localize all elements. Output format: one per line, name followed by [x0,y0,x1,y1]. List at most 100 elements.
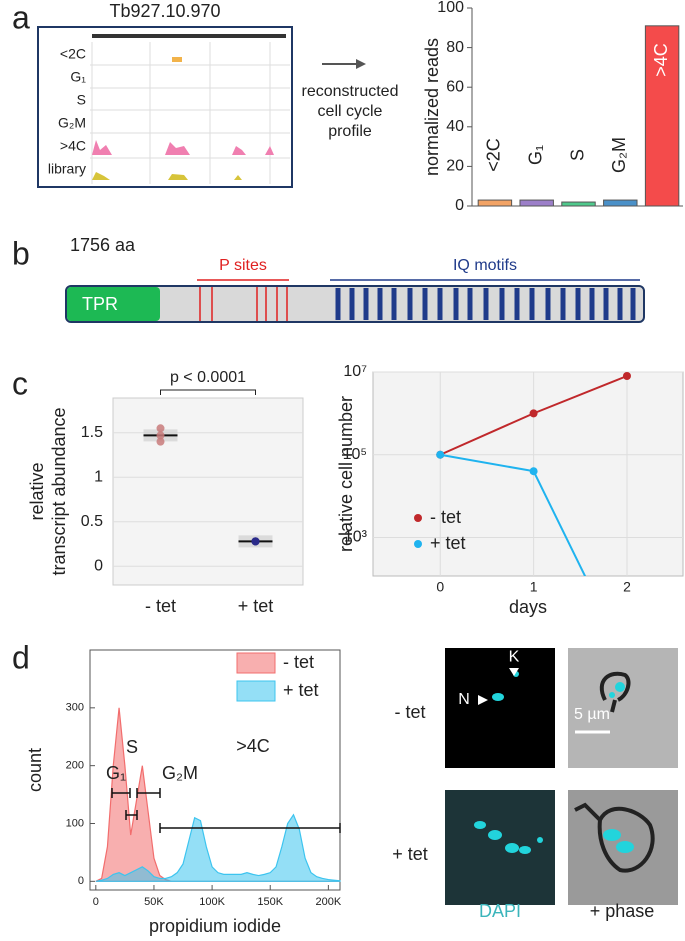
bracket [111,788,131,798]
dot [156,431,165,440]
legend-swatch [236,680,276,702]
scale-text: 5 µm [574,706,610,723]
dot [251,537,260,546]
y-tick-label: 1 [94,468,103,485]
legend-label: - tet [430,507,461,527]
plot-area [436,372,631,576]
nuclei [474,671,634,854]
point [436,450,445,459]
y-tick-label: 10³ [344,529,368,546]
panel-label: c [12,365,28,401]
x-tick-label: 50K [144,896,164,908]
y-tick-label: 20 [446,158,464,175]
marker: N [458,691,470,708]
x-axis-label: propidium iodide [149,916,281,936]
bar [561,201,596,207]
x-tick-label: - tet [145,596,176,616]
panel-label: b [12,235,30,271]
image-dapi [445,648,555,768]
y-tick-label: 100 [66,817,84,829]
x-axis-label: days [509,597,547,617]
x-tick-label: 0 [436,579,444,595]
gene-model [92,34,286,38]
track-signal [92,140,274,155]
y-tick-label: 0 [78,875,84,887]
col-label: + phase [590,901,655,921]
x-tick-label: 100K [199,896,225,908]
image-dapi [445,790,555,905]
arrow-text: cell cycle [318,103,383,120]
category-label: G₂M [609,137,629,173]
y-tick-label: 200 [66,760,84,772]
x-tick-label: 200K [316,896,342,908]
track-label: G₁ [70,69,86,85]
x-tick-label: 150K [257,896,283,908]
bracket [136,788,161,798]
x-tick-label: 1 [530,579,538,595]
cell-outline [574,802,655,873]
image-phase [568,648,678,768]
col-label: DAPI [479,901,521,921]
panel-label: a [12,0,30,35]
point [529,467,538,476]
y-tick-label: 40 [446,118,464,135]
dot [156,437,165,446]
y-axis-label: normalized reads [422,38,442,176]
category-label: G₁ [525,145,545,165]
browser-title: Tb927.10.970 [109,1,220,21]
y-axis-label: relative [27,462,47,520]
domain-box [67,287,160,321]
arrow-text: reconstructed [302,83,399,100]
x-tick-label: 0 [93,896,99,908]
point [529,409,538,418]
dot [156,424,165,433]
marker: K [509,648,520,665]
track-label: S [77,92,86,108]
legend-swatch [236,652,276,674]
region-label: IQ motifs [453,257,517,274]
bracket [125,810,138,820]
y-tick-label: 0 [94,558,103,575]
annotation: >4C [236,736,270,756]
p-sites [199,287,288,321]
legend-label: + tet [430,533,466,553]
row-label: + tet [392,844,428,864]
legend-label: - tet [283,652,314,672]
bar [603,199,638,207]
annotation: G₁ [106,763,126,783]
legend-label: + tet [283,680,319,700]
y-tick-label: 0.5 [81,513,103,530]
plot-frame [89,649,341,891]
y-axis-label: relative cell number [336,396,356,552]
bar [477,199,513,207]
annotation: S [126,737,138,757]
y-tick-label: 10⁷ [343,363,367,380]
marker-arrow [509,668,519,676]
bar [644,25,680,207]
y-axis-label: transcript abundance [49,407,69,575]
category-label: S [567,149,587,161]
y-tick-label: 10⁵ [343,446,367,463]
x-tick-label: 2 [623,579,631,595]
track-signal [92,172,242,180]
y-tick-label: 60 [446,78,464,95]
bracket [159,823,341,833]
track-label: G₂M [58,115,86,131]
track-label: >4C [60,138,86,154]
panel-label: d [12,639,30,675]
y-tick-label: 0 [455,197,464,214]
region-label: P sites [219,257,267,274]
y-tick-label: 80 [446,39,464,56]
y-tick-label: 300 [66,702,84,714]
arrow-head [356,59,366,69]
y-tick-label: 100 [437,0,464,16]
category-label: >4C [651,43,671,77]
bar [519,199,554,207]
cell-outline [599,671,631,713]
track-label: <2C [60,46,86,62]
series-area [95,813,341,882]
browser-frame [37,26,293,188]
browser-grid [90,42,290,184]
protein-length: 1756 aa [70,235,136,255]
